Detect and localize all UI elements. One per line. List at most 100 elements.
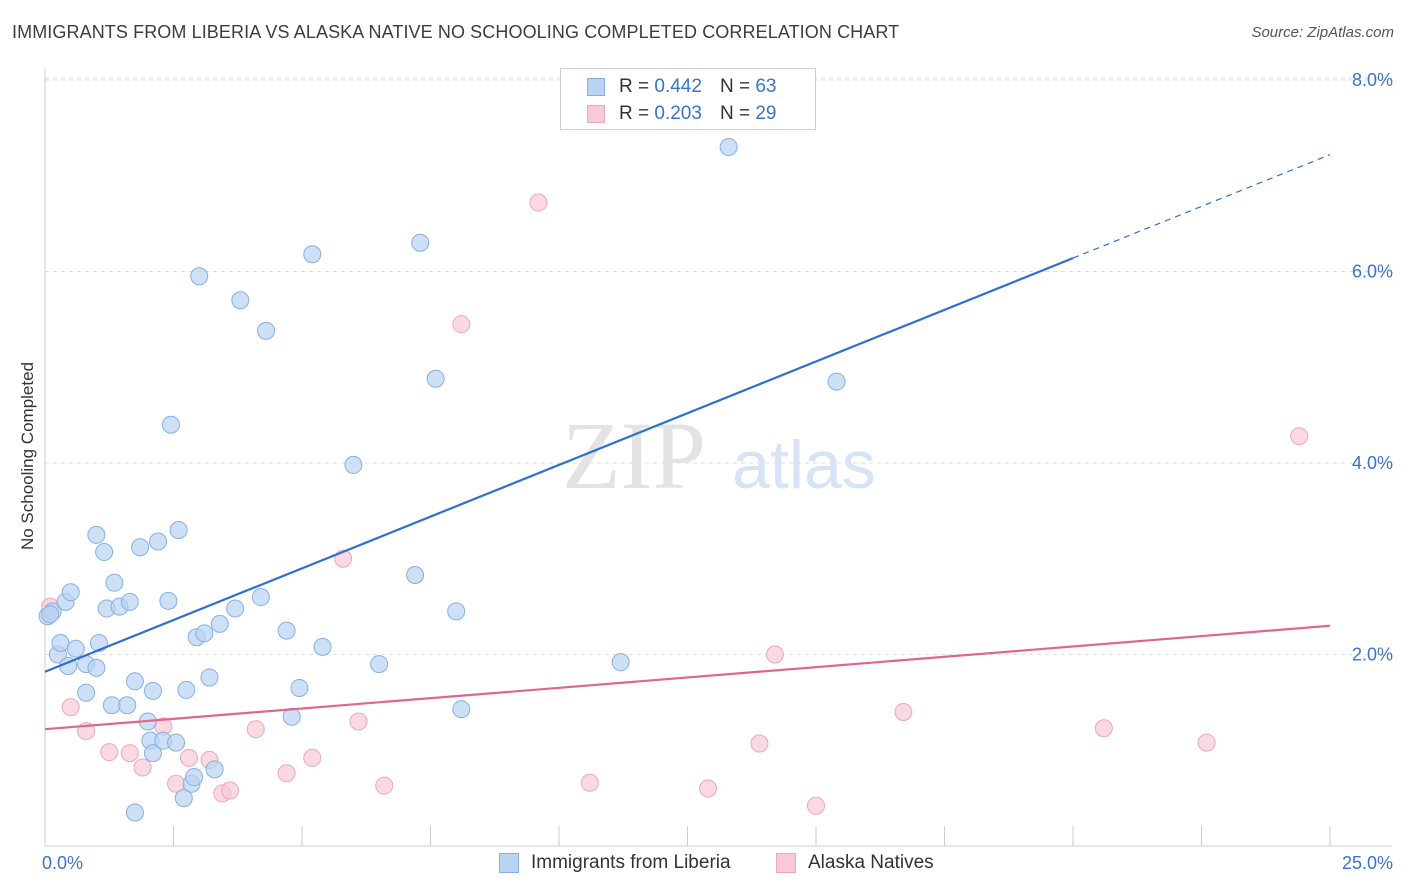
data-point-liberia: [406, 566, 425, 585]
data-point-alaska-natives: [221, 781, 240, 800]
data-point-alaska-natives: [699, 779, 718, 798]
data-point-liberia: [177, 680, 196, 699]
y-tick-label: 4.0%: [1352, 453, 1393, 473]
data-point-liberia: [87, 658, 106, 677]
data-point-liberia: [66, 639, 85, 658]
data-point-liberia: [167, 733, 186, 752]
data-point-liberia: [174, 789, 193, 808]
data-point-alaska-natives: [807, 796, 825, 815]
data-point-liberia: [77, 683, 96, 702]
data-point-liberia: [169, 521, 188, 540]
data-point-liberia: [611, 653, 630, 672]
data-point-liberia: [251, 588, 270, 607]
data-point-alaska-natives: [750, 734, 769, 753]
data-point-alaska-natives: [1197, 733, 1216, 752]
data-point-liberia: [125, 672, 144, 691]
data-point-liberia: [185, 768, 204, 787]
legend-r-value: 0.203: [654, 103, 702, 124]
y-tick-label: 6.0%: [1352, 262, 1393, 282]
data-point-liberia: [231, 291, 250, 310]
data-point-liberia: [143, 681, 162, 700]
data-point-liberia: [41, 605, 60, 624]
data-point-liberia: [827, 372, 846, 391]
axes: [44, 68, 1392, 847]
data-point-liberia: [277, 621, 296, 640]
watermark-atlas: atlas: [732, 427, 876, 503]
data-point-liberia: [200, 668, 219, 687]
data-point-liberia: [131, 538, 150, 557]
data-point-liberia: [87, 525, 106, 544]
y-tick-label: 8.0%: [1352, 70, 1393, 90]
data-point-alaska-natives: [529, 193, 548, 212]
data-point-liberia: [143, 744, 162, 763]
legend-n-value: 63: [755, 76, 777, 97]
legend-n-label: N =: [719, 103, 751, 124]
data-point-alaska-natives: [303, 748, 322, 767]
data-point-alaska-natives: [375, 776, 394, 795]
data-point-liberia: [149, 532, 168, 551]
data-point-liberia: [120, 592, 139, 611]
trend-line-liberia: [44, 257, 1074, 673]
legend-row-alaska-natives: R = 0.203 N = 29: [587, 103, 776, 125]
data-point-liberia: [95, 543, 114, 562]
data-point-alaska-natives: [1094, 719, 1113, 738]
data-point-liberia: [105, 573, 124, 592]
tick-labels: 2.0% 4.0% 6.0% 8.0% 0.0% 25.0%: [42, 70, 1393, 873]
y-tick-label: 2.0%: [1352, 645, 1393, 665]
legend-row-liberia: R = 0.442 N = 63: [587, 76, 776, 98]
data-point-alaska-natives: [246, 720, 265, 739]
x-tick-label: 0.0%: [42, 853, 83, 873]
legend-r-label: R =: [619, 76, 650, 97]
data-point-liberia: [190, 267, 209, 286]
series-legend: Immigrants from Liberia Alaska Natives: [0, 852, 1406, 876]
data-point-liberia: [102, 696, 121, 715]
data-point-liberia: [210, 614, 229, 633]
legend-swatch-liberia: [587, 78, 605, 96]
data-point-liberia: [257, 321, 276, 340]
legend-r-label: R =: [619, 103, 650, 124]
source-credit: Source: ZipAtlas.com: [1251, 24, 1394, 41]
data-point-alaska-natives: [133, 758, 152, 777]
data-point-liberia: [447, 602, 466, 621]
trend-lines: [44, 154, 1331, 731]
data-point-alaska-natives: [120, 744, 139, 763]
x-tick-label: 25.0%: [1342, 853, 1393, 873]
legend-swatch-liberia: [499, 853, 519, 873]
legend-label-liberia: Immigrants from Liberia: [531, 852, 731, 873]
data-point-liberia: [125, 803, 144, 822]
data-point-liberia: [452, 700, 471, 719]
trend-line-alaska-natives: [44, 624, 1331, 731]
data-point-liberia: [313, 637, 332, 656]
data-point-alaska-natives: [1290, 427, 1309, 446]
data-point-liberia: [159, 591, 178, 610]
legend-swatch-alaska-natives: [587, 105, 605, 123]
data-point-liberia: [226, 599, 245, 618]
data-point-liberia: [411, 233, 430, 252]
data-point-alaska-natives: [765, 645, 784, 664]
data-point-alaska-natives: [580, 773, 599, 792]
data-point-liberia: [195, 624, 214, 643]
data-point-alaska-natives: [61, 698, 80, 717]
data-point-liberia: [303, 245, 322, 264]
data-point-liberia: [344, 455, 363, 474]
data-point-liberia: [370, 655, 389, 674]
correlation-legend: R = 0.442 N = 63 R = 0.203 N = 29: [560, 68, 816, 130]
data-point-liberia: [205, 760, 224, 779]
legend-n-label: N =: [719, 76, 751, 97]
data-point-alaska-natives: [100, 743, 119, 762]
legend-n-value: 29: [755, 103, 777, 124]
legend-item-liberia: Immigrants from Liberia: [499, 852, 731, 874]
legend-swatch-alaska-natives: [776, 853, 796, 873]
legend-item-alaska-natives: Alaska Natives: [776, 852, 934, 874]
data-point-alaska-natives: [349, 712, 368, 731]
watermark: ZIP atlas: [562, 402, 876, 509]
data-point-liberia: [161, 415, 180, 434]
chart-title: IMMIGRANTS FROM LIBERIA VS ALASKA NATIVE…: [12, 22, 900, 42]
data-point-liberia: [51, 634, 70, 653]
data-point-liberia: [118, 696, 137, 715]
data-point-liberia: [290, 679, 309, 698]
data-point-liberia: [426, 369, 445, 388]
legend-label-alaska-natives: Alaska Natives: [808, 852, 934, 873]
watermark-zip: ZIP: [562, 402, 706, 509]
